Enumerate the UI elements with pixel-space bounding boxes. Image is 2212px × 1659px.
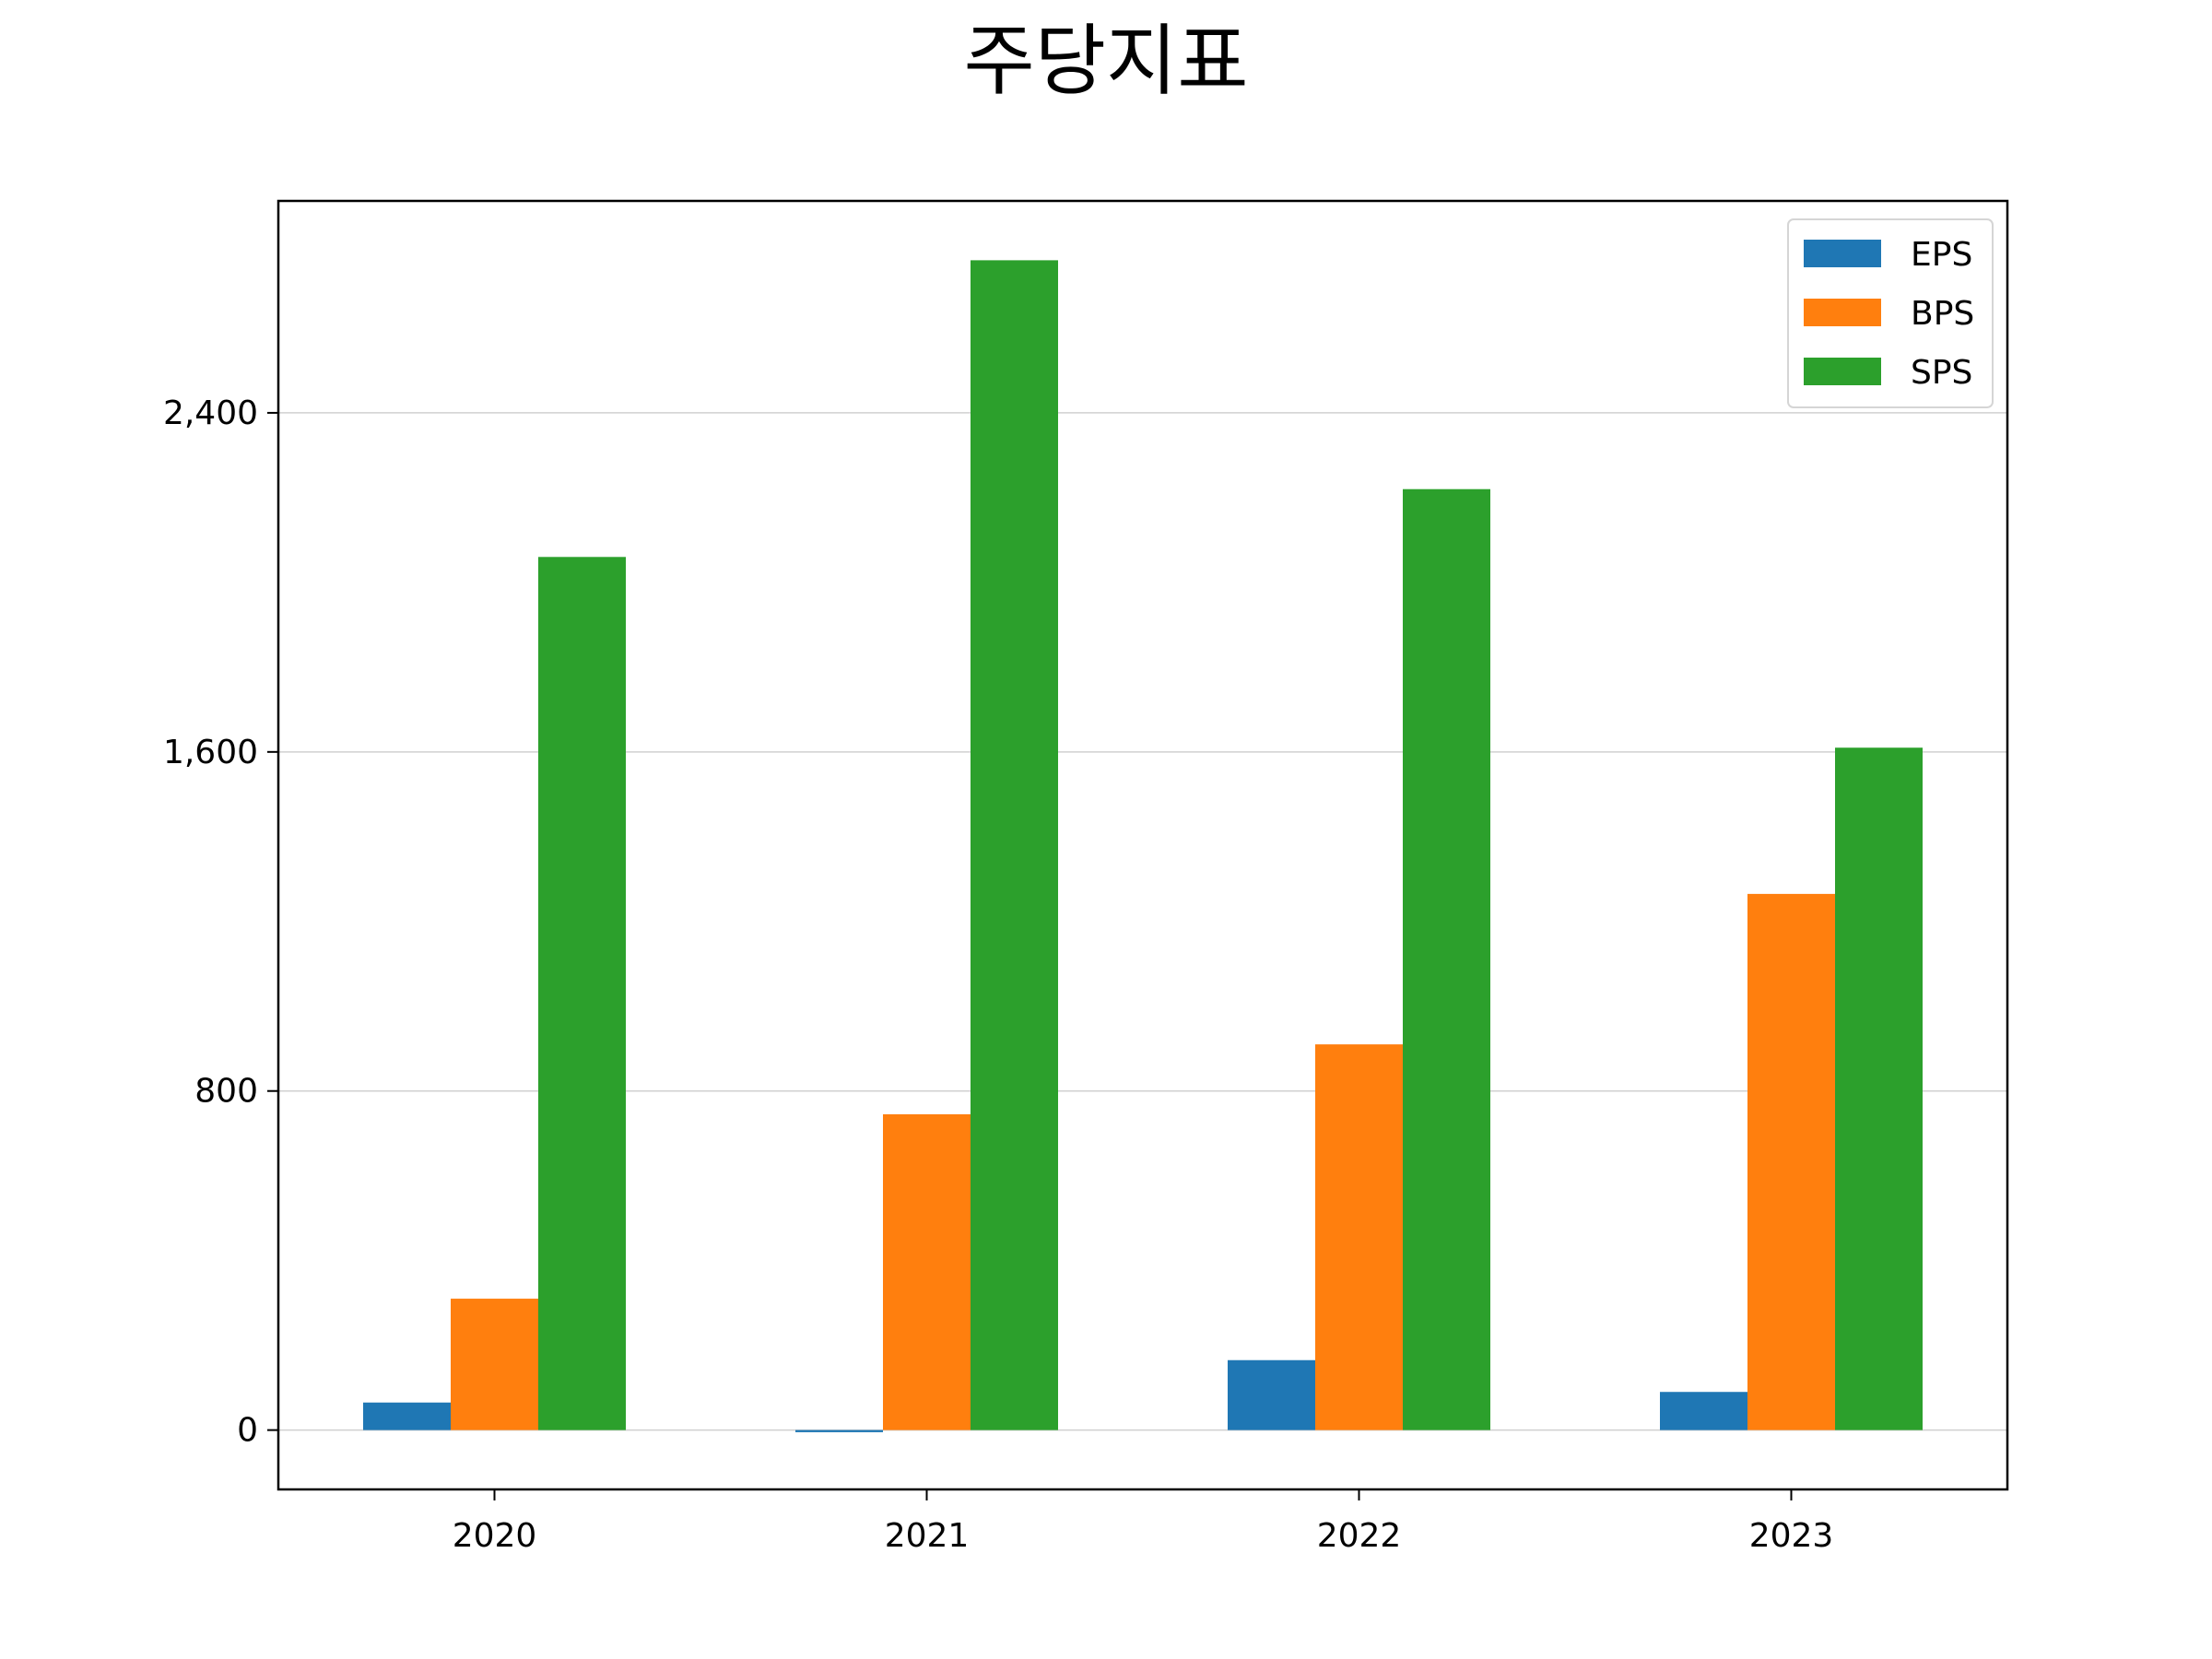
legend-label-sps: SPS — [1911, 354, 1972, 392]
y-axis: 0 800 1,600 2,400 — [163, 394, 278, 1450]
bar-eps-2020 — [363, 1402, 451, 1430]
bar-bps-2023 — [1747, 893, 1835, 1430]
y-tick-label: 800 — [194, 1073, 258, 1111]
legend-label-eps: EPS — [1911, 236, 1972, 274]
legend-swatch-eps — [1804, 240, 1881, 267]
legend-label-bps: BPS — [1911, 295, 1974, 333]
legend-swatch-bps — [1804, 299, 1881, 326]
x-tick-label: 2022 — [1317, 1517, 1402, 1555]
x-axis: 2020 2021 2022 2023 — [453, 1489, 1834, 1555]
y-tick-label: 0 — [237, 1412, 258, 1450]
x-tick-label: 2023 — [1749, 1517, 1834, 1555]
bar-sps-2021 — [971, 260, 1058, 1430]
bar-eps-2023 — [1660, 1392, 1747, 1430]
bar-sps-2023 — [1835, 747, 1923, 1430]
legend-swatch-sps — [1804, 358, 1881, 385]
bar-eps-2021 — [795, 1430, 883, 1432]
legend: EPS BPS SPS — [1787, 218, 1994, 408]
y-tick-label: 2,400 — [163, 394, 258, 432]
chart-title: 주당지표 — [963, 16, 1248, 106]
plot-frame — [276, 199, 2009, 1491]
bar-bps-2021 — [883, 1114, 971, 1430]
y-tick-label: 1,600 — [163, 734, 258, 771]
bar-bps-2022 — [1315, 1044, 1403, 1430]
bar-sps-2020 — [538, 557, 626, 1430]
bars — [363, 260, 1923, 1432]
x-tick-label: 2021 — [885, 1517, 970, 1555]
bar-bps-2020 — [451, 1299, 538, 1430]
bar-eps-2022 — [1228, 1359, 1315, 1430]
x-tick-label: 2020 — [453, 1517, 537, 1555]
bar-sps-2022 — [1403, 488, 1490, 1430]
